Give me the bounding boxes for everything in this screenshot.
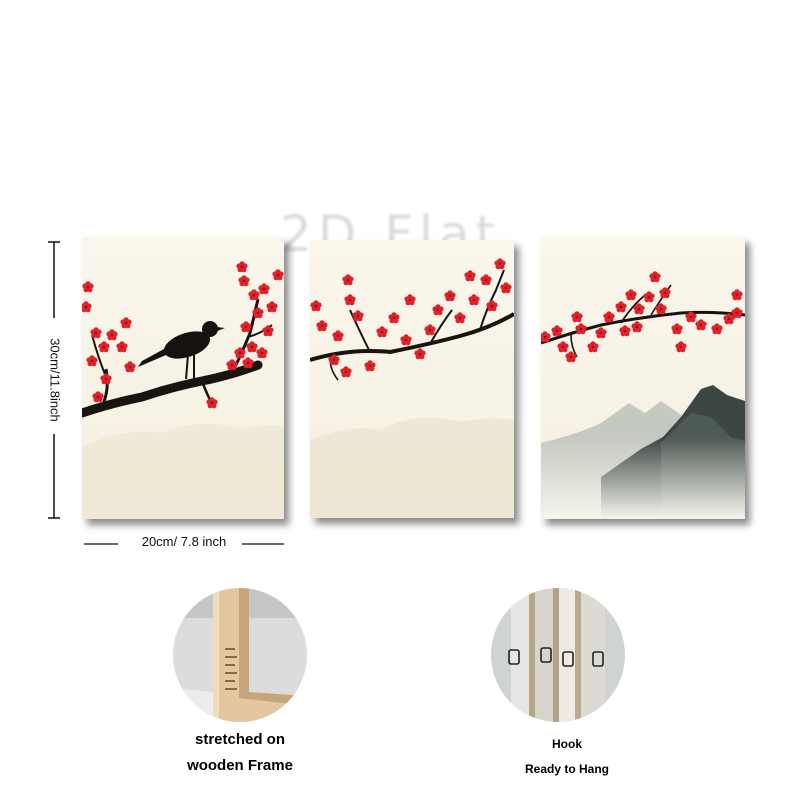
hook-caption-line1: Hook [552, 737, 582, 751]
wooden-frame-photo [173, 588, 307, 722]
bird-silhouette-icon [138, 321, 225, 380]
frame-caption-line2: wooden Frame [187, 757, 293, 774]
canvas-panel-left [82, 237, 284, 519]
hook-caption-line2: Ready to Hang [524, 762, 609, 776]
hook-photo [491, 588, 625, 722]
canvas-panel-center [310, 240, 514, 518]
height-dimension-line [48, 241, 60, 519]
mountain-icon [541, 385, 745, 519]
width-dimension-line [84, 543, 284, 545]
sawtooth-hook-icon [508, 647, 604, 667]
frame-caption-line1: stretched on [194, 731, 285, 748]
width-label: 20cm/ 7.8 inch [141, 534, 227, 549]
canvas-panel-right [541, 237, 745, 519]
height-label: 30cm/11.8inch [47, 338, 63, 422]
plum-blossom-icon [310, 258, 512, 378]
